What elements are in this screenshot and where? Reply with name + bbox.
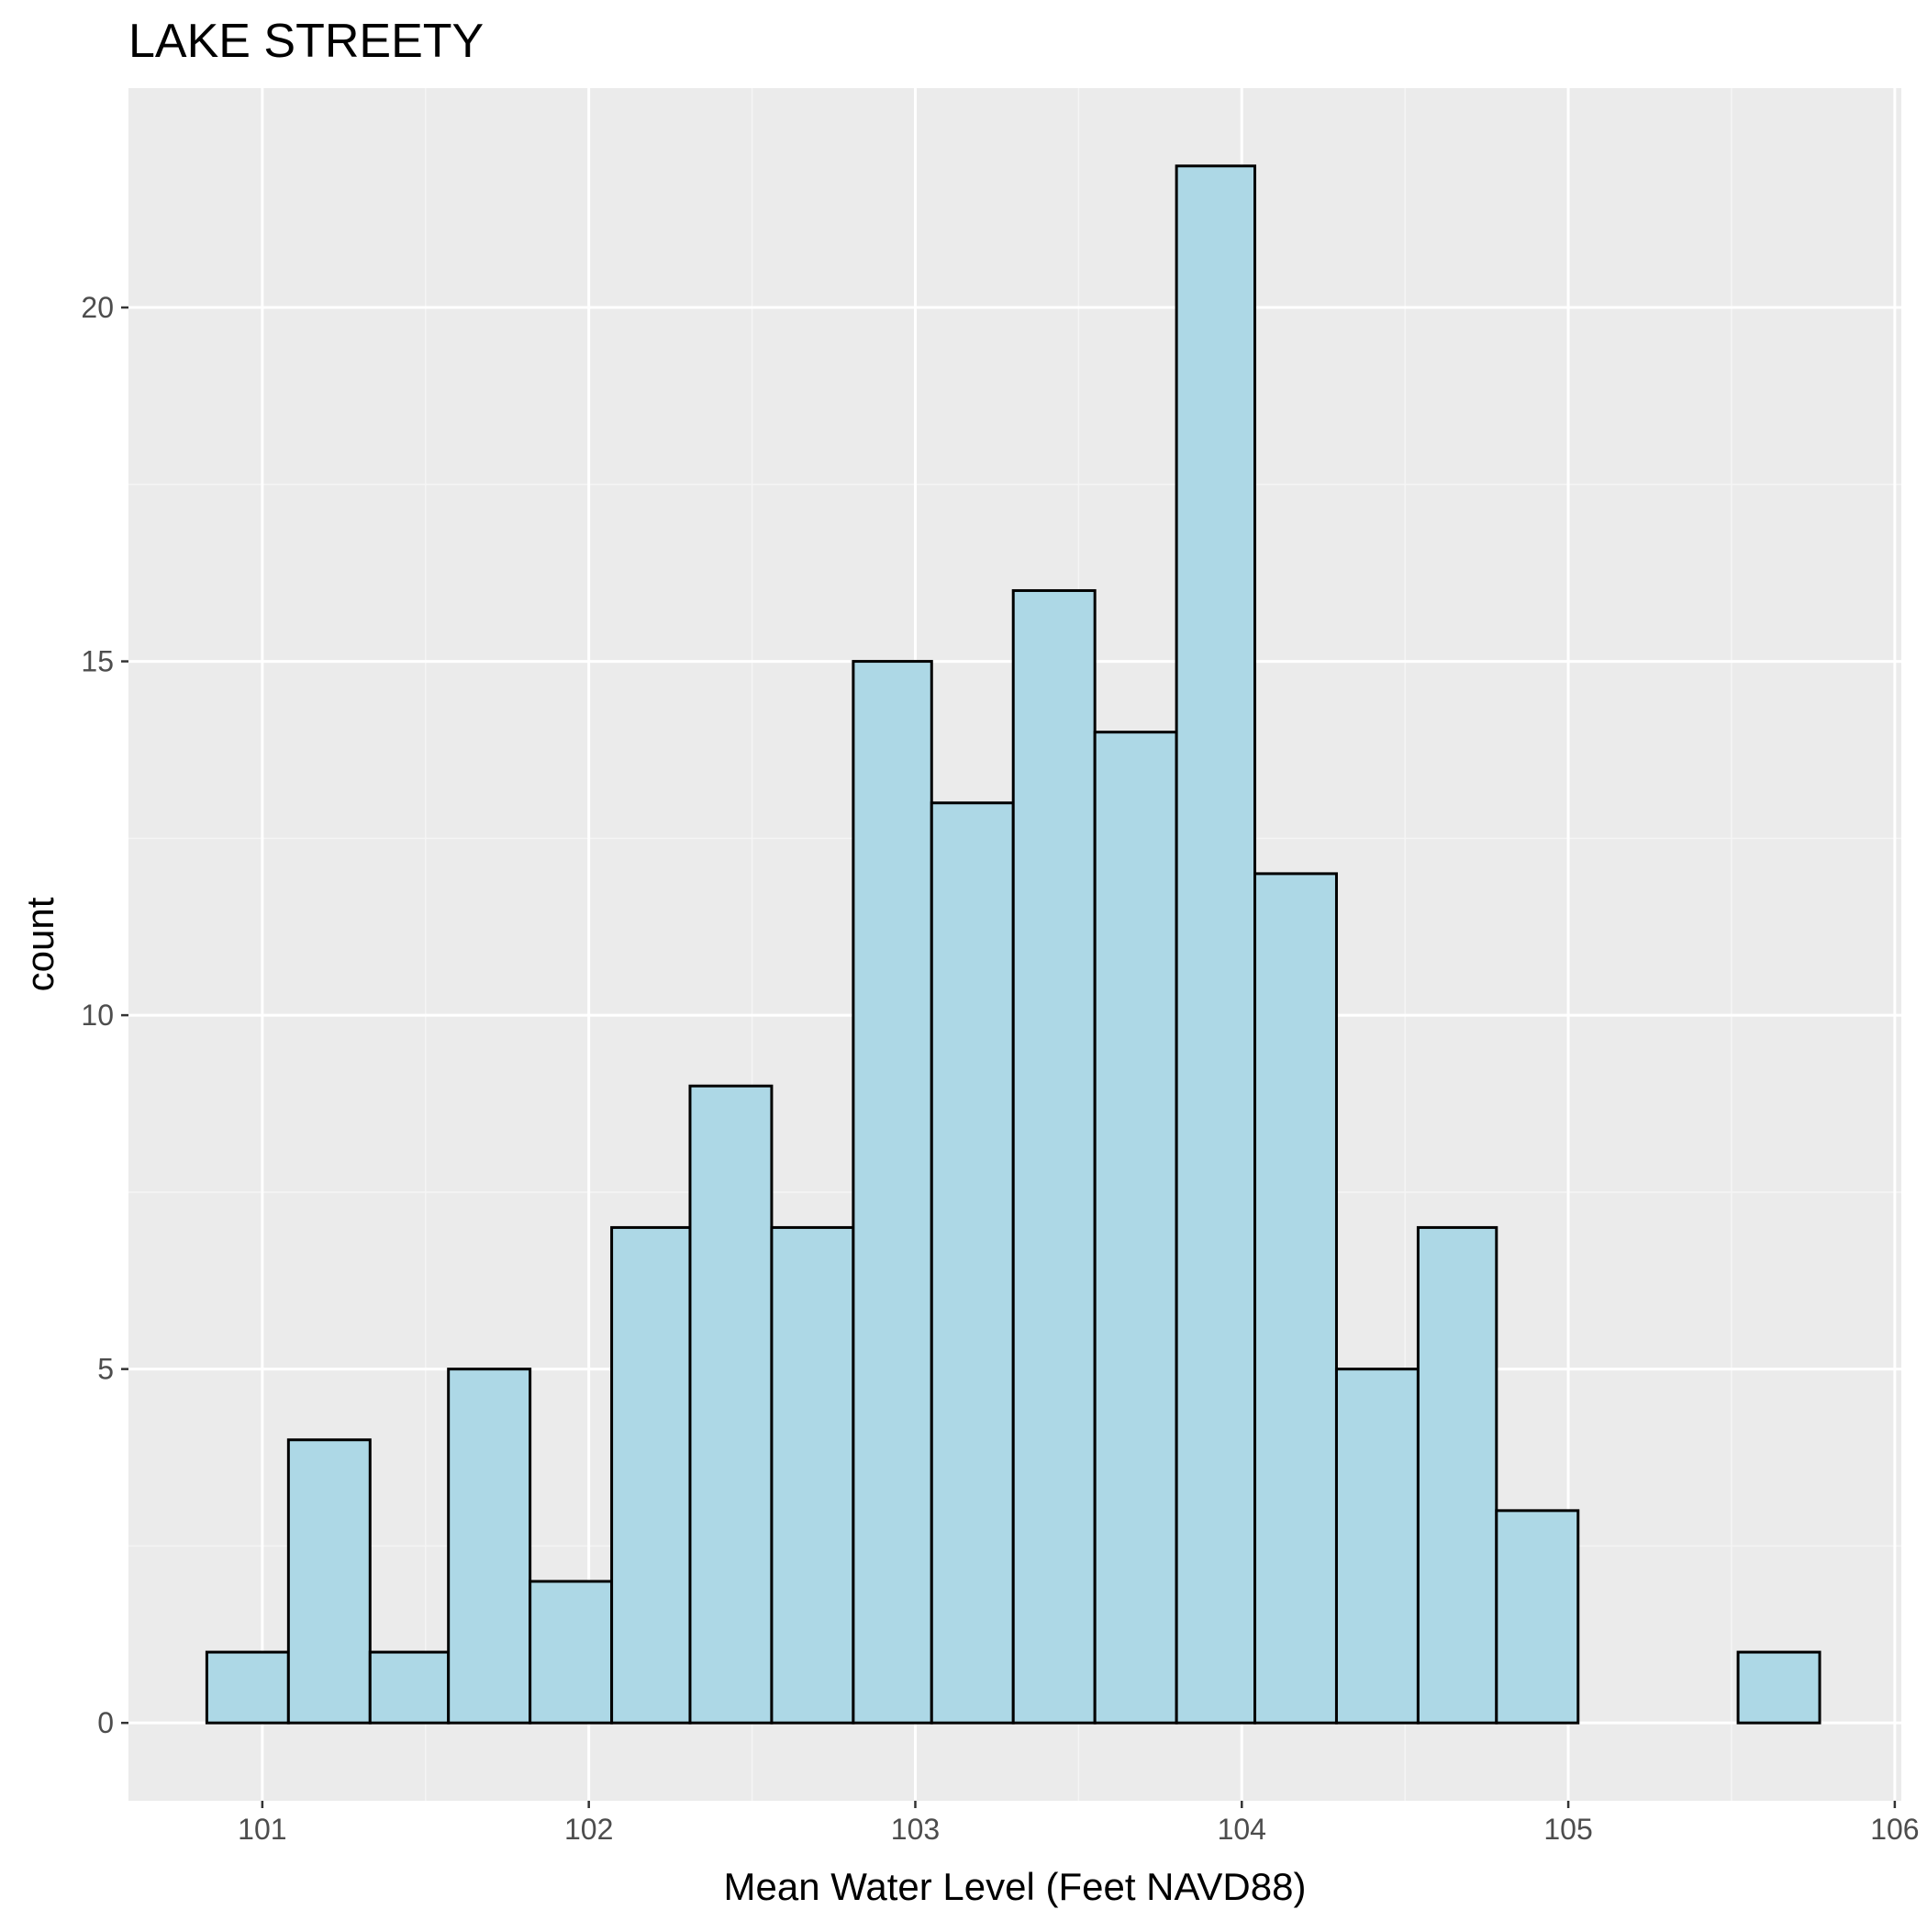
y-tick-label: 0: [97, 1706, 114, 1739]
histogram-bar: [205, 1650, 290, 1725]
histogram-bar: [1175, 164, 1257, 1725]
histogram-bar: [688, 1084, 774, 1725]
y-axis-title: count: [18, 897, 61, 991]
x-tick-label: 106: [1870, 1813, 1919, 1846]
histogram-bar: [1011, 588, 1097, 1725]
histogram-bar: [368, 1650, 451, 1725]
histogram-bar: [610, 1225, 692, 1725]
histogram-bar: [286, 1438, 372, 1725]
y-tick-label: 10: [81, 999, 114, 1032]
y-axis: 0 5 10 15 20: [81, 291, 128, 1739]
x-tick-label: 102: [564, 1813, 613, 1846]
histogram-bar: [770, 1225, 855, 1725]
histogram-bar: [930, 801, 1015, 1725]
y-tick-label: 5: [97, 1353, 114, 1386]
histogram-bar: [1495, 1509, 1580, 1725]
histogram-bar: [1736, 1650, 1821, 1725]
histogram-bar: [1334, 1368, 1420, 1725]
x-tick-label: 105: [1543, 1813, 1592, 1846]
y-tick-label: 20: [81, 291, 114, 324]
histogram-bar: [852, 660, 933, 1725]
histogram-bar: [1093, 731, 1178, 1725]
x-tick-label: 101: [238, 1813, 286, 1846]
histogram-bar: [447, 1368, 532, 1725]
x-axis: 101 102 103 104 105 106: [238, 1801, 1920, 1846]
histogram-bars: [205, 164, 1821, 1725]
chart-title: LAKE STREETY: [128, 15, 484, 68]
x-axis-title: Mean Water Level (Feet NAVD88): [724, 1865, 1307, 1908]
histogram-bar: [529, 1580, 614, 1725]
grid-lines: [128, 88, 1901, 1801]
y-tick-label: 15: [81, 645, 114, 678]
x-tick-label: 104: [1218, 1813, 1266, 1846]
histogram-bar: [1416, 1225, 1498, 1725]
histogram-bar: [1253, 872, 1338, 1725]
x-tick-label: 103: [891, 1813, 940, 1846]
